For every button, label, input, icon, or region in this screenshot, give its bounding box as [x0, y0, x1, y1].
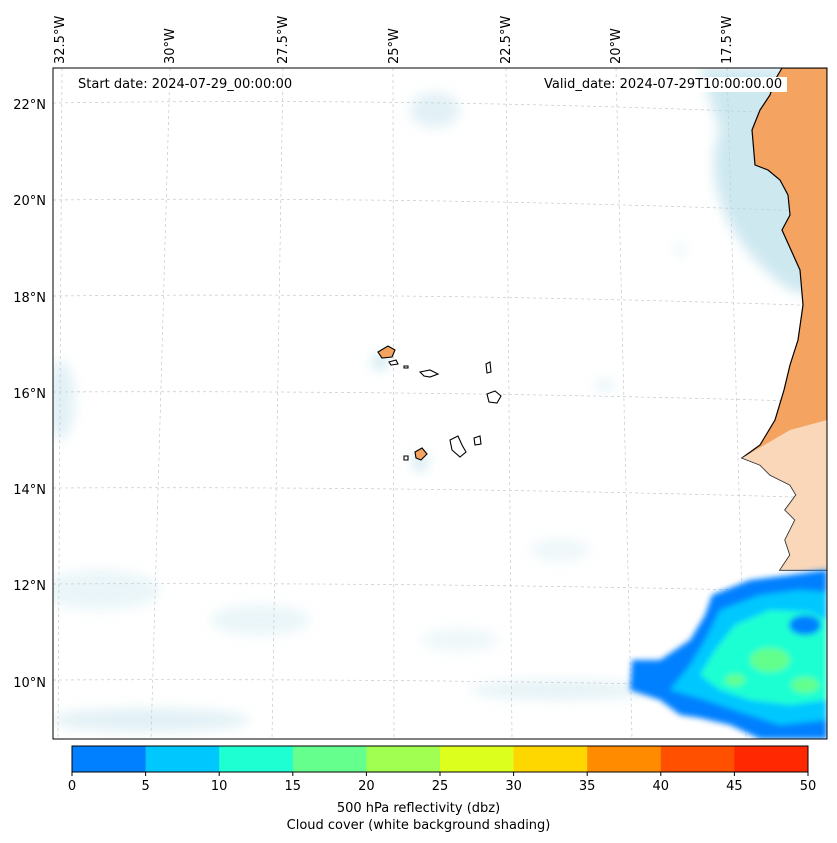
lat-label-14n: 14°N [13, 483, 46, 498]
island-santa-luzia [403, 365, 409, 369]
colorbar-tick-label-35: 35 [578, 779, 596, 794]
lat-label-10n: 10°N [13, 676, 46, 691]
island-maio [473, 435, 482, 446]
island-boa-vista [486, 390, 502, 404]
island-santiago [449, 435, 467, 458]
colorbar-tick-label-10: 10 [210, 779, 228, 794]
colorbar-tick-label-5: 5 [141, 779, 150, 794]
island-fogo [414, 447, 428, 461]
lat-label-12n: 12°N [13, 579, 46, 594]
lat-label-16n: 16°N [13, 387, 46, 402]
colorbar-tick-label-30: 30 [505, 779, 522, 794]
lat-label-18n: 18°N [13, 291, 46, 306]
island-sao-nicolau [418, 369, 440, 378]
island-sao-vicente [388, 359, 399, 366]
colorbar-tick-label-15: 15 [284, 779, 302, 794]
start-date-label: Start date: 2024-07-29_00:00:00 [73, 77, 298, 92]
colorbar-tick-label-50: 50 [799, 779, 817, 794]
reflectivity-field [630, 570, 827, 739]
colorbar-tick-label-20: 20 [358, 779, 375, 794]
sahel-land-light [742, 420, 827, 570]
colorbar-tick-label-45: 45 [726, 779, 743, 794]
lat-label-20n: 20°N [13, 194, 46, 209]
colorbar-tick-label-0: 0 [67, 779, 77, 794]
colorbar-label-line1: 500 hPa reflectivity (dbz) [336, 801, 501, 816]
colorbar-tick-label-40: 40 [652, 779, 670, 794]
lat-label-22n: 22°N [13, 98, 46, 113]
island-santo-antao [377, 345, 396, 359]
valid-date-label: Valid_date: 2024-07-29T10:00:00.00 [539, 77, 788, 92]
map-frame [52, 67, 828, 740]
cape-verde-islands [377, 345, 502, 461]
colorbar-label-line2: Cloud cover (white background shading) [286, 818, 551, 833]
island-sal [485, 361, 492, 374]
colorbar-tick-label-25: 25 [431, 779, 449, 794]
island-brava [403, 455, 409, 461]
